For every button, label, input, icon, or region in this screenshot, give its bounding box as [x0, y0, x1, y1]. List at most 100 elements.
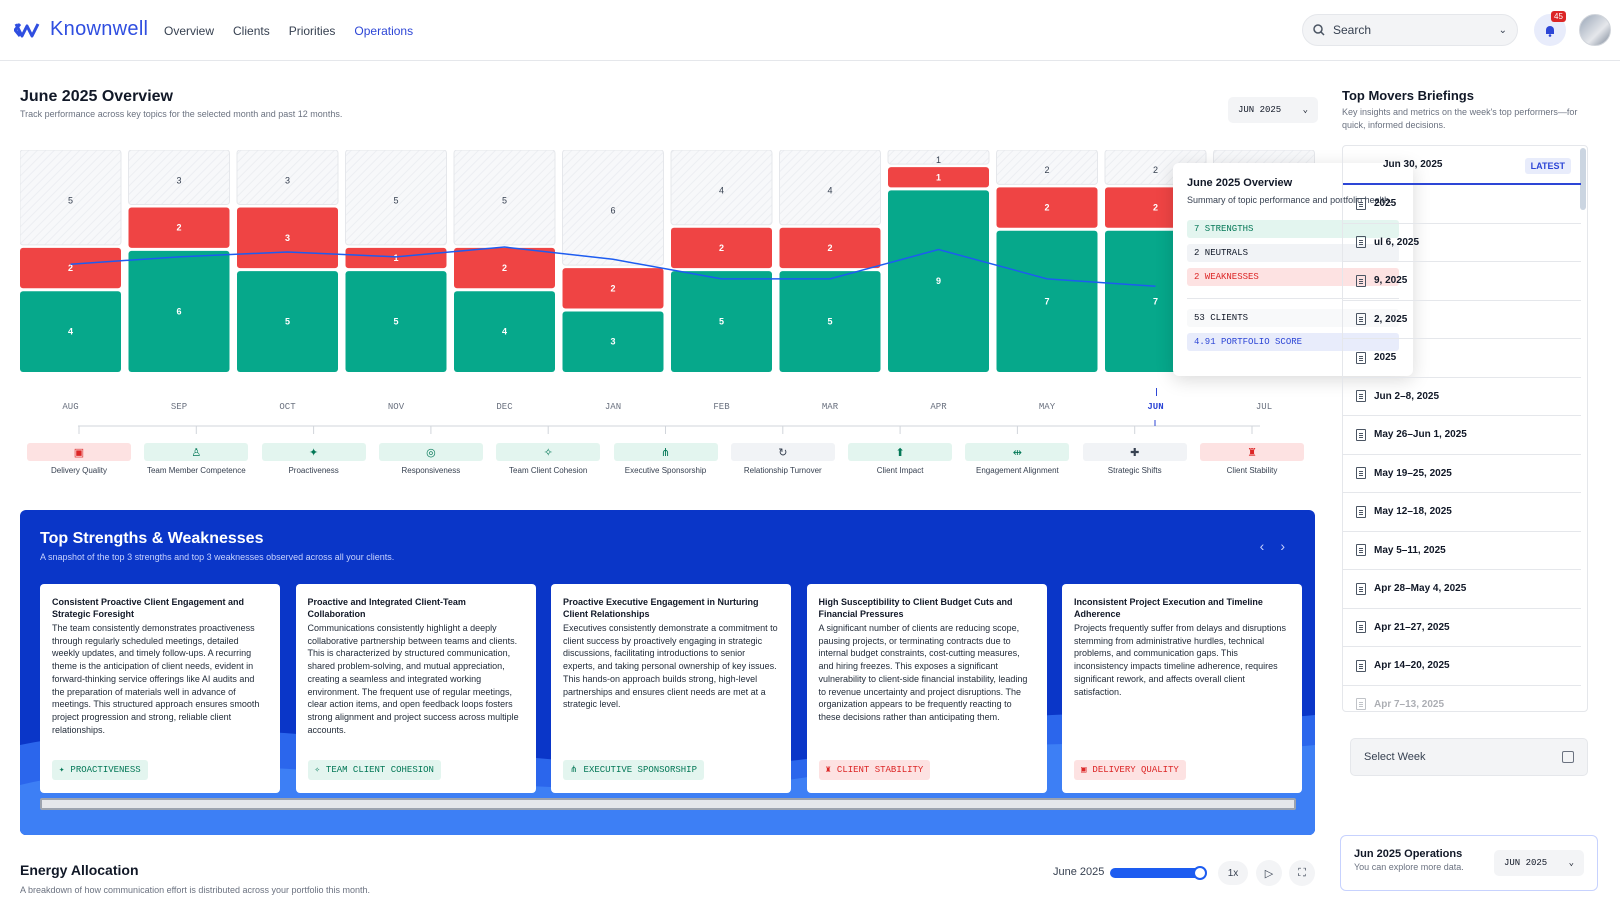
topic-responsiveness[interactable]: ◎ Responsiveness: [378, 443, 483, 475]
topic-engagement-alignment[interactable]: ⇹ Engagement Alignment: [965, 443, 1070, 475]
top-navigation-bar: Knownwell Overview Clients Priorities Op…: [0, 0, 1620, 61]
operations-card: Jun 2025 Operations You can explore more…: [1340, 835, 1598, 891]
play-button[interactable]: ▷: [1256, 860, 1282, 886]
search-input[interactable]: Search ⌄: [1302, 14, 1518, 46]
month-label-jul[interactable]: JUL: [1255, 402, 1273, 412]
bar-weakness-label: 2: [502, 263, 507, 273]
briefing-item[interactable]: Apr 21–27, 2025: [1343, 608, 1581, 647]
month-label-jun[interactable]: JUN: [1147, 402, 1164, 412]
briefing-date: 2025: [1374, 352, 1397, 363]
chevron-left-icon[interactable]: ‹: [1259, 538, 1265, 554]
weakness-card[interactable]: Inconsistent Project Execution and Timel…: [1062, 584, 1302, 793]
briefing-item[interactable]: Apr 7–13, 2025: [1343, 685, 1581, 711]
month-label-may[interactable]: MAY: [1038, 402, 1056, 412]
month-label-sep[interactable]: SEP: [170, 402, 188, 412]
topic-client-stability[interactable]: ♜ Client Stability: [1200, 443, 1304, 475]
nav-operations[interactable]: Operations: [354, 24, 414, 38]
topic-team-client-cohesion[interactable]: ✧ Team Client Cohesion: [496, 443, 601, 475]
operations-month-select[interactable]: JUN 2025 ⌄: [1494, 850, 1584, 876]
month-label-apr[interactable]: APR: [930, 402, 947, 412]
vertical-scrollbar[interactable]: [1580, 148, 1586, 210]
page-subtitle: Track performance across key topics for …: [20, 109, 343, 119]
briefing-item[interactable]: 2, 2025: [1343, 300, 1581, 339]
select-week-placeholder: Select Week: [1364, 751, 1426, 763]
bar-strength-label: 4: [502, 327, 507, 337]
topic-relationship-turnover[interactable]: ↻ Relationship Turnover: [730, 443, 835, 475]
tooltip-clients: 53 CLIENTS: [1187, 309, 1399, 327]
timeline-slider[interactable]: [1110, 866, 1207, 880]
topic-delivery-quality[interactable]: ▣ Delivery Quality: [27, 443, 131, 475]
month-label-jan[interactable]: JAN: [604, 402, 622, 412]
strength-card[interactable]: Proactive Executive Engagement in Nurtur…: [551, 584, 791, 793]
briefing-item[interactable]: Apr 14–20, 2025: [1343, 647, 1581, 686]
topic-team-member-competence[interactable]: ♙ Team Member Competence: [144, 443, 249, 475]
document-icon: [1356, 467, 1366, 479]
briefing-date: Jun 30, 2025: [1383, 159, 1443, 170]
portfolio-score-line: [70, 246, 1156, 287]
topic-executive-sponsorship[interactable]: ⋔ Executive Sponsorship: [613, 443, 718, 475]
month-label-mar[interactable]: MAR: [821, 402, 839, 412]
user-avatar[interactable]: [1579, 14, 1611, 46]
card-topic-tag[interactable]: ▣ DELIVERY QUALITY: [1074, 760, 1186, 780]
topic-label: Strategic Shifts: [1107, 466, 1162, 475]
topic-proactiveness[interactable]: ✦ Proactiveness: [261, 443, 366, 475]
month-label-feb[interactable]: FEB: [713, 402, 730, 412]
briefing-item[interactable]: Jun 30, 2025 LATEST: [1343, 146, 1581, 185]
play-icon: ▷: [1264, 867, 1274, 880]
briefing-item[interactable]: Jun 2–8, 2025: [1343, 377, 1581, 416]
month-label-aug[interactable]: AUG: [62, 402, 79, 412]
bar-strength-feb: [671, 271, 772, 372]
document-icon: [1356, 544, 1366, 556]
weakness-card[interactable]: High Susceptibility to Client Budget Cut…: [806, 584, 1047, 793]
briefing-item[interactable]: May 26–Jun 1, 2025: [1343, 416, 1581, 455]
briefing-item[interactable]: ul 6, 2025: [1343, 223, 1581, 262]
briefing-item[interactable]: 2025: [1343, 339, 1581, 378]
nav-clients[interactable]: Clients: [233, 24, 270, 38]
horizontal-scrollbar[interactable]: [40, 798, 1296, 810]
topic-client-impact[interactable]: ⬆ Client Impact: [848, 443, 953, 475]
slider-knob[interactable]: [1193, 866, 1207, 880]
nav-overview[interactable]: Overview: [164, 24, 215, 38]
bar-strength-apr: [888, 190, 989, 372]
select-week-input[interactable]: Select Week: [1350, 738, 1588, 776]
card-topic-tag[interactable]: ⋔ EXECUTIVE SPONSORSHIP: [563, 760, 704, 780]
briefing-item[interactable]: Apr 28–May 4, 2025: [1343, 570, 1581, 609]
panel-title: Top Strengths & Weaknesses: [40, 530, 264, 547]
briefing-item[interactable]: May 19–25, 2025: [1343, 454, 1581, 493]
bar-weakness-nov: [345, 247, 447, 269]
logo[interactable]: Knownwell: [14, 18, 148, 41]
card-title: Proactive and Integrated Client-Team Col…: [307, 597, 466, 619]
strength-card[interactable]: Consistent Proactive Client Engagement a…: [40, 584, 280, 793]
topic-icon: ✦: [59, 765, 65, 775]
briefing-item[interactable]: 9, 2025: [1343, 262, 1581, 301]
card-topic-tag[interactable]: ✦ PROACTIVENESS: [52, 760, 148, 780]
speed-button[interactable]: 1x: [1218, 861, 1248, 885]
topic-icon: ▣: [1081, 765, 1087, 775]
topic-strategic-shifts[interactable]: ✚ Strategic Shifts: [1082, 443, 1187, 475]
strength-card[interactable]: Proactive and Integrated Client-Team Col…: [295, 584, 536, 793]
card-topic-tag[interactable]: ✧ TEAM CLIENT COHESION: [307, 760, 441, 780]
briefing-item[interactable]: May 5–11, 2025: [1343, 531, 1581, 570]
bar-weakness-label: 2: [1044, 203, 1049, 213]
chevron-right-icon[interactable]: ›: [1280, 538, 1285, 554]
briefing-item[interactable]: May 12–18, 2025: [1343, 493, 1581, 532]
bar-neutral-apr: [887, 150, 990, 165]
bar-weakness-jan: [562, 268, 664, 309]
topic-label: Delivery Quality: [50, 466, 107, 475]
bar-neutral-oct: [236, 150, 339, 206]
card-topic-tag[interactable]: ♜ CLIENT STABILITY: [818, 760, 931, 780]
fullscreen-button[interactable]: ⛶: [1289, 860, 1315, 886]
topic-connector-lines: [78, 420, 1260, 434]
briefing-item[interactable]: 2025: [1343, 185, 1581, 224]
bar-weakness-label: 3: [285, 233, 290, 243]
nav-priorities[interactable]: Priorities: [288, 24, 336, 38]
month-label-dec[interactable]: DEC: [496, 402, 513, 412]
month-label-oct[interactable]: OCT: [279, 402, 296, 412]
bar-strength-nov: [345, 271, 447, 372]
card-body: The team consistently demonstrates proac…: [52, 623, 260, 735]
month-select[interactable]: JUN 2025 ⌄: [1228, 97, 1318, 123]
bar-neutral-jan: [562, 150, 664, 266]
topic-label: Executive Sponsorship: [624, 466, 707, 475]
briefings-panel: Top Movers Briefings Key insights and me…: [1340, 62, 1620, 906]
month-label-nov[interactable]: NOV: [387, 402, 405, 412]
